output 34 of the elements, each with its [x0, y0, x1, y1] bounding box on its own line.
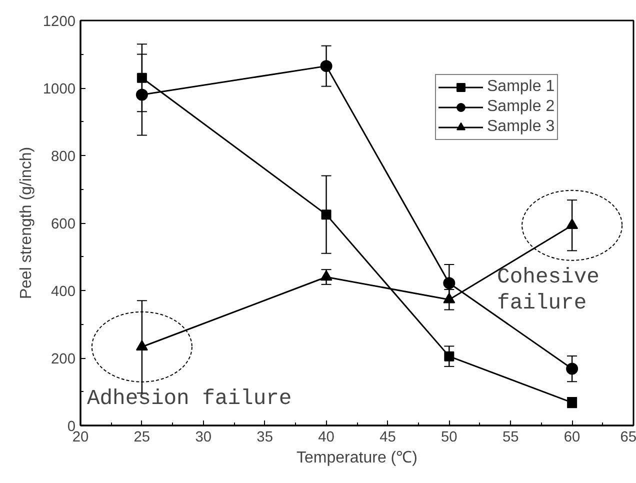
x-axis-title: Temperature (℃): [296, 450, 418, 466]
point: [566, 362, 578, 375]
x-tick-label: 40: [318, 430, 334, 446]
x-tick-label: 55: [502, 430, 519, 446]
y-tick-label: 200: [51, 352, 76, 368]
annotation: Adhesion failure: [86, 386, 292, 411]
legend-label: Sample 3: [487, 118, 555, 136]
x-tick-label: 50: [441, 430, 458, 446]
point: [443, 277, 456, 290]
point: [136, 88, 148, 101]
y-tick-label: 800: [51, 149, 76, 165]
y-tick-label: 1200: [42, 14, 76, 30]
x-tick-label: 65: [620, 430, 636, 446]
y-axis-title: Peel strength (g/inch): [18, 146, 35, 300]
point: [566, 218, 578, 230]
point: [443, 292, 456, 304]
x-tick-label: 60: [564, 430, 580, 446]
annotation: Cohesive failure: [497, 265, 600, 316]
point: [136, 340, 148, 351]
x-tick-label: 30: [195, 430, 212, 446]
point: [321, 210, 332, 220]
legend-label: Sample 2: [487, 98, 555, 116]
y-tick-label: 400: [51, 284, 76, 300]
x-tick-label: 20: [72, 430, 89, 446]
point: [444, 351, 454, 362]
legend-label: Sample 1: [487, 78, 555, 96]
x-tick-label: 25: [134, 430, 150, 446]
point: [136, 72, 147, 83]
y-tick-label: 1000: [42, 82, 76, 98]
y-tick-label: 600: [51, 216, 76, 232]
point: [320, 270, 332, 281]
point: [320, 60, 332, 72]
x-tick-label: 35: [256, 430, 273, 446]
x-tick-label: 45: [380, 430, 396, 446]
